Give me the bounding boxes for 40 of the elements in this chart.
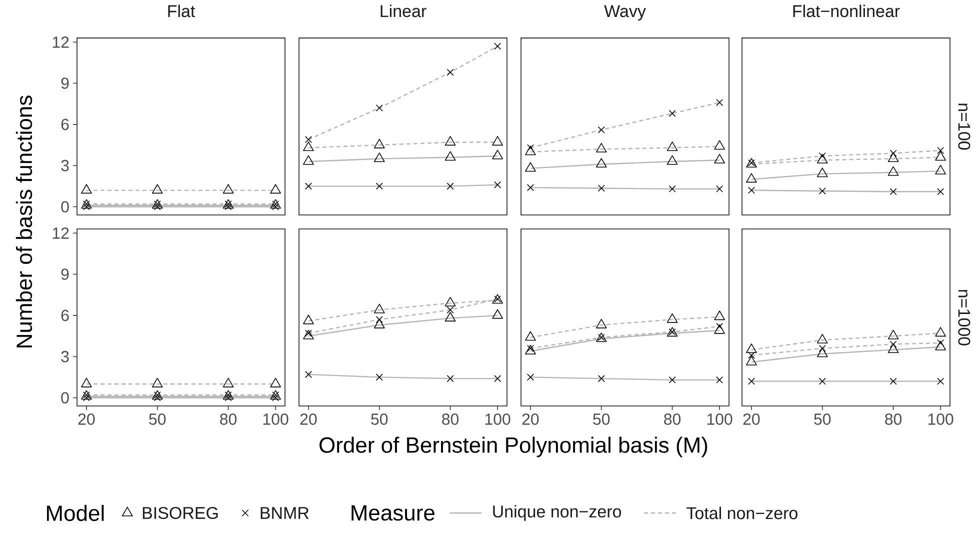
x-tick-label: 80 — [442, 414, 459, 425]
x-tick-label: 20 — [743, 414, 760, 425]
y-tick-label: 0 — [61, 392, 69, 404]
x-tick-label: 80 — [664, 414, 681, 425]
chart-title: Linear — [380, 4, 426, 18]
chart-title: Flat−nonlinear — [793, 4, 900, 18]
text: BISOREG — [142, 506, 218, 520]
y-tick-label: 6 — [61, 118, 69, 130]
text: n=100 — [958, 104, 970, 150]
x-tick-label: 20 — [522, 414, 539, 425]
y-tick-label: 12 — [52, 36, 69, 48]
y-tick-label: 3 — [61, 160, 69, 172]
text: Measure — [352, 505, 434, 521]
y-tick-label: 12 — [52, 228, 69, 239]
y-tick-label: 6 — [61, 310, 69, 322]
y-axis-title: Number of basis functions — [16, 96, 32, 348]
y-tick-label: 3 — [61, 350, 69, 362]
text: Unique non−zero — [493, 505, 622, 521]
y-tick-label: 9 — [61, 268, 69, 280]
x-tick-label: 50 — [814, 414, 831, 425]
text: Total non−zero — [686, 506, 798, 520]
x-tick-label: 20 — [300, 414, 317, 425]
legend-title: Model — [47, 504, 104, 522]
x-tick-label: 50 — [371, 414, 388, 425]
x-tick-label: 100 — [707, 414, 732, 425]
chart-title: Flat — [168, 4, 196, 18]
chart-title: Wavy — [604, 5, 646, 21]
x-axis-title: Order of Bernstein Polynomial basis (M) — [320, 436, 708, 458]
y-tick-label: 0 — [61, 201, 69, 212]
y-tick-label: 9 — [61, 78, 69, 89]
x-tick-label: 80 — [220, 414, 237, 425]
text: n=1000 — [958, 290, 970, 346]
text: BNMR — [260, 507, 309, 519]
x-tick-label: 100 — [263, 414, 288, 425]
x-tick-label: 20 — [78, 414, 95, 425]
x-tick-label: 50 — [593, 414, 610, 425]
x-tick-label: 100 — [928, 414, 954, 425]
x-tick-label: 80 — [885, 414, 902, 425]
x-tick-label: 100 — [485, 414, 510, 425]
x-tick-label: 50 — [149, 414, 166, 425]
